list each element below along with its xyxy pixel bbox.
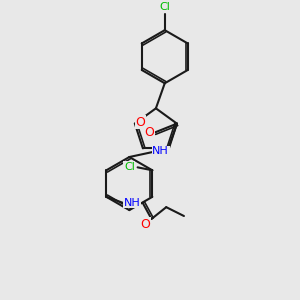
Text: O: O: [145, 126, 154, 139]
Text: O: O: [135, 116, 145, 129]
Text: Cl: Cl: [159, 2, 170, 12]
Text: NH: NH: [124, 198, 141, 208]
Text: Cl: Cl: [124, 162, 135, 172]
Text: O: O: [140, 218, 150, 231]
Text: NH: NH: [152, 146, 169, 156]
